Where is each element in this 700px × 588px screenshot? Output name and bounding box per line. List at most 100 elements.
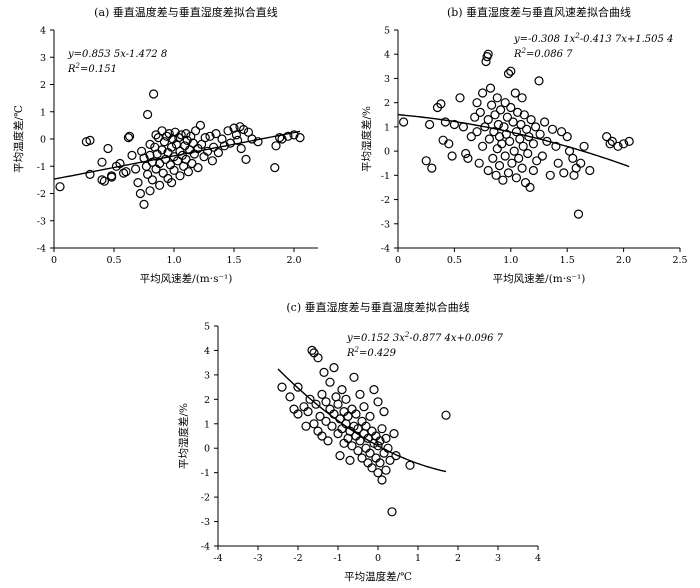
data-point [85, 135, 95, 145]
data-point [518, 141, 528, 151]
data-point [523, 148, 533, 159]
data-point [307, 345, 317, 355]
data-point [175, 171, 185, 181]
data-point [501, 129, 511, 139]
x-tick-label: -2 [293, 553, 302, 564]
data-point [195, 120, 205, 131]
y-tick-label: 1 [384, 122, 390, 133]
data-point [618, 139, 629, 149]
data-point [355, 389, 365, 399]
data-point [472, 127, 482, 137]
data-point [455, 93, 465, 103]
fit-equation: y=0.853 5x-1.472 8 [67, 49, 167, 60]
data-point [573, 209, 584, 219]
chart-title: (c) 垂直湿度差与垂直温度差拟合曲线 [286, 300, 469, 314]
data-point [85, 169, 95, 179]
data-point [97, 157, 107, 167]
data-point [466, 132, 476, 142]
data-point [241, 154, 251, 164]
data-point [507, 158, 517, 168]
data-point [271, 141, 281, 151]
y-tick-label: 5 [384, 26, 390, 37]
y-tick-label: 4 [40, 26, 46, 37]
x-tick-label: 2.5 [672, 255, 687, 266]
data-point [438, 135, 448, 145]
data-point [545, 170, 555, 180]
y-tick-label: 3 [40, 53, 46, 64]
data-point [383, 443, 393, 453]
data-point [205, 131, 215, 141]
data-point [355, 436, 365, 446]
data-point [337, 385, 347, 395]
data-point [377, 424, 387, 434]
data-point [115, 158, 125, 169]
data-point [315, 411, 325, 421]
data-point [605, 139, 615, 149]
y-tick-label: 0 [384, 147, 390, 158]
data-point [345, 455, 355, 465]
data-point [530, 122, 541, 132]
data-point [470, 112, 480, 122]
data-point [295, 133, 305, 143]
data-point [526, 114, 536, 125]
data-point [613, 141, 623, 151]
data-point [515, 134, 525, 144]
data-point [607, 136, 617, 146]
data-point [511, 173, 522, 183]
y-tick-label: 4 [384, 50, 390, 61]
data-point [253, 137, 263, 147]
data-point [99, 176, 110, 186]
y-tick-label: 3 [204, 370, 210, 381]
data-point [118, 168, 129, 178]
data-point [351, 409, 361, 419]
data-point [347, 441, 357, 451]
data-point [321, 397, 331, 407]
data-point [568, 153, 578, 163]
data-point [492, 93, 502, 103]
fit-equation: y=-0.308 1x2-0.413 7x+1.505 4 [513, 32, 673, 45]
data-point [343, 411, 353, 421]
data-point [236, 143, 246, 154]
data-point [478, 88, 488, 98]
data-point [537, 151, 548, 161]
data-point [461, 148, 471, 159]
data-point [369, 385, 379, 395]
data-point [125, 131, 135, 141]
data-point [373, 468, 383, 478]
data-point [427, 163, 437, 173]
x-tick-label: 0 [375, 553, 381, 564]
data-point [329, 363, 339, 373]
data-point [585, 165, 595, 176]
data-point [106, 171, 117, 181]
data-point [379, 407, 389, 417]
data-point [361, 421, 371, 431]
data-point [496, 105, 506, 115]
data-point [373, 397, 383, 407]
data-point [157, 145, 167, 155]
data-point [357, 453, 367, 463]
data-point [373, 441, 383, 451]
data-point [169, 165, 179, 175]
data-point [487, 100, 497, 110]
data-point [359, 402, 369, 412]
data-point [375, 436, 385, 446]
data-point [317, 389, 327, 399]
data-point [506, 66, 516, 76]
data-point [571, 163, 581, 173]
x-axis-label: 平均风速差/(m·s⁻¹) [140, 272, 233, 285]
data-point [421, 156, 431, 166]
y-tick-label: -1 [201, 468, 210, 479]
data-point [283, 131, 293, 141]
data-point [519, 110, 529, 120]
data-point [353, 424, 363, 434]
data-point [485, 83, 496, 93]
data-point [387, 507, 397, 517]
data-point [293, 382, 303, 392]
data-point [494, 161, 505, 171]
data-point [207, 156, 217, 166]
x-tick-label: 3 [495, 553, 501, 564]
data-point [509, 146, 519, 156]
data-point [436, 99, 446, 109]
data-point [399, 117, 409, 127]
